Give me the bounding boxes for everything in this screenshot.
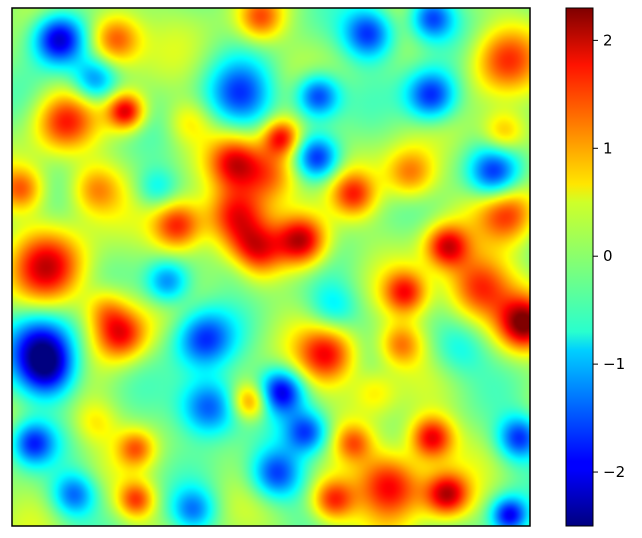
colorbar-tick-label: 0 xyxy=(603,247,613,265)
colorbar-ticks: 2 1 0 −1 −2 xyxy=(593,31,625,481)
colorbar-gradient xyxy=(566,8,593,526)
colorbar-tick-label: 2 xyxy=(603,31,613,49)
colorbar-tick-label: −1 xyxy=(603,355,625,373)
heatmap-image xyxy=(12,8,530,526)
colorbar-tick-label: 1 xyxy=(603,139,613,157)
colorbar: 2 1 0 −1 −2 xyxy=(565,7,625,527)
colorbar-tick-label: −2 xyxy=(603,463,625,481)
colorbar-frame xyxy=(565,7,594,527)
heatmap-axes xyxy=(11,7,531,527)
heatmap-frame xyxy=(11,7,531,527)
